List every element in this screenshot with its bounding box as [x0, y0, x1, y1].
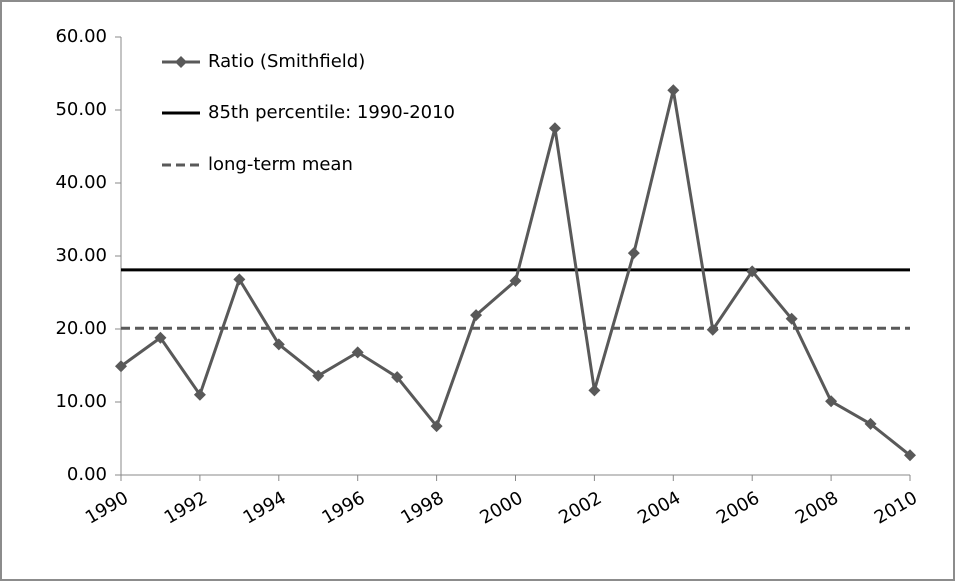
- data-point: [470, 309, 483, 322]
- data-point: [115, 360, 127, 373]
- y-tick-label: 20.00: [55, 318, 107, 339]
- y-tick-label: 60.00: [55, 26, 107, 47]
- data-point: [588, 384, 601, 397]
- data-point: [627, 247, 640, 260]
- y-tick-label: 40.00: [55, 172, 107, 193]
- data-point: [825, 395, 838, 408]
- y-tick-label: 30.00: [55, 245, 107, 266]
- y-tick-label: 50.00: [55, 99, 107, 120]
- data-point: [312, 369, 325, 382]
- data-point: [272, 338, 285, 351]
- legend-label: 85th percentile: 1990-2010: [208, 102, 455, 123]
- data-point: [154, 331, 167, 344]
- data-point: [904, 449, 916, 462]
- data-point: [391, 371, 404, 384]
- data-point: [667, 84, 680, 97]
- y-tick-label: 0.00: [67, 464, 107, 485]
- legend-label: long-term mean: [208, 154, 353, 175]
- data-point: [193, 388, 206, 401]
- data-point: [430, 420, 443, 433]
- data-point: [864, 417, 877, 430]
- legend-label: Ratio (Smithfield): [208, 51, 365, 72]
- legend-marker: [175, 56, 187, 68]
- y-tick-label: 10.00: [55, 391, 107, 412]
- data-point: [746, 265, 759, 278]
- data-point: [785, 312, 798, 325]
- data-point: [351, 346, 364, 359]
- data-point: [509, 274, 522, 287]
- data-point: [706, 323, 719, 336]
- data-point: [233, 273, 246, 286]
- data-point: [548, 122, 561, 135]
